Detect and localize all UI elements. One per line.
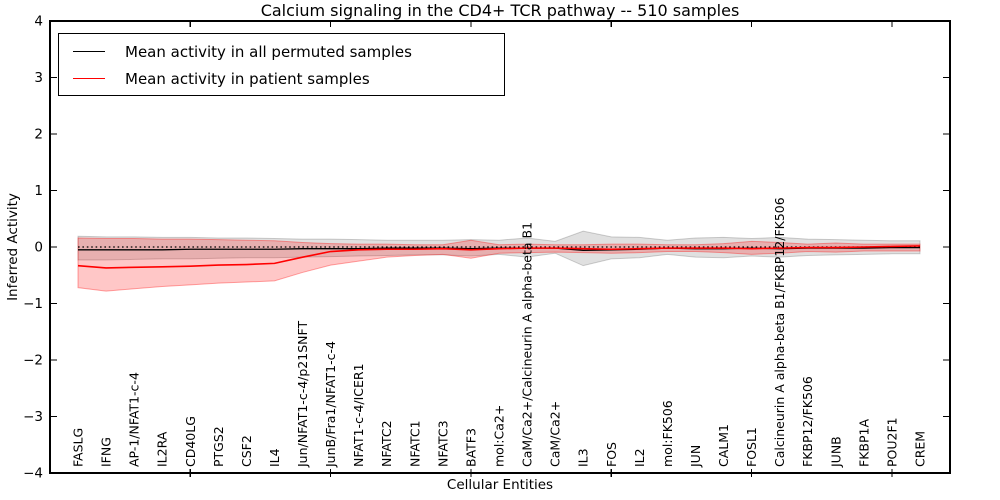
legend-row-patient: Mean activity in patient samples [59, 65, 504, 92]
y-tick-label: 3 [34, 70, 43, 86]
x-category-label: Calcineurin A alpha-beta B1/FKBP12/FK506 [772, 197, 787, 467]
x-category-label: FOS [604, 442, 619, 467]
x-category-label: JunB/Fra1/NFAT1-c-4 [323, 341, 338, 468]
chart-title: Calcium signaling in the CD4+ TCR pathwa… [260, 1, 740, 20]
x-category-label: CALM1 [716, 424, 731, 467]
x-category-label: Jun/NFAT1-c-4/p21SNFT [295, 321, 310, 468]
x-category-label: FASLG [71, 428, 86, 467]
x-category-label: NFATC2 [379, 420, 394, 467]
x-category-label: AP-1/NFAT1-c-4 [127, 372, 142, 467]
patient-line-swatch [73, 78, 105, 79]
x-category-label: mol:FK506 [660, 400, 675, 467]
x-category-label: CSF2 [239, 435, 254, 467]
patient-band [77, 237, 921, 292]
y-axis-label: Inferred Activity [5, 193, 21, 301]
x-category-label: BATF3 [463, 428, 478, 467]
x-category-label: IL2RA [155, 431, 170, 467]
legend-row-permuted: Mean activity in all permuted samples [59, 38, 504, 65]
y-tick-label: 0 [34, 240, 43, 256]
x-category-label: PTGS2 [211, 426, 226, 467]
x-category-label: IL3 [576, 448, 591, 467]
x-category-label: CREM [913, 431, 928, 467]
x-category-label: IFNG [99, 437, 114, 467]
x-category-label: FOSL1 [744, 427, 759, 467]
x-category-label: CaM/Ca2+/Calcineurin A alpha-beta B1 [520, 222, 535, 467]
y-tick-label: −4 [23, 466, 43, 482]
x-category-label: NFATC1 [407, 420, 422, 467]
y-tick-label: 4 [34, 14, 43, 30]
x-category-label: IL4 [267, 448, 282, 467]
legend-label-permuted: Mean activity in all permuted samples [125, 42, 412, 61]
y-tick-label: −3 [23, 409, 43, 425]
x-category-label: IL2 [632, 448, 647, 467]
y-tick-label: −2 [23, 353, 43, 369]
x-axis-label: Cellular Entities [446, 477, 554, 493]
x-category-label: JUN [688, 445, 703, 468]
x-category-label: NFATC3 [435, 420, 450, 467]
x-category-label: NFAT1-c-4/ICER1 [351, 363, 366, 467]
x-category-label: CaM/Ca2+ [548, 401, 563, 467]
legend: Mean activity in all permuted samples Me… [58, 33, 505, 96]
y-tick-label: 1 [34, 183, 43, 199]
x-category-label: mol:Ca2+ [492, 405, 507, 467]
x-category-label: FKBP1A [856, 419, 871, 467]
x-category-label: CD40LG [183, 416, 198, 467]
legend-label-patient: Mean activity in patient samples [125, 69, 370, 88]
y-tick-label: 2 [34, 127, 43, 143]
permuted-line-swatch [73, 51, 105, 52]
y-tick-label: −1 [23, 296, 43, 312]
x-category-label: POU2F1 [884, 417, 899, 467]
x-category-label: FKBP12/FK506 [800, 376, 815, 467]
patient-mean-line [77, 245, 921, 269]
x-category-label: JUNB [828, 436, 843, 468]
